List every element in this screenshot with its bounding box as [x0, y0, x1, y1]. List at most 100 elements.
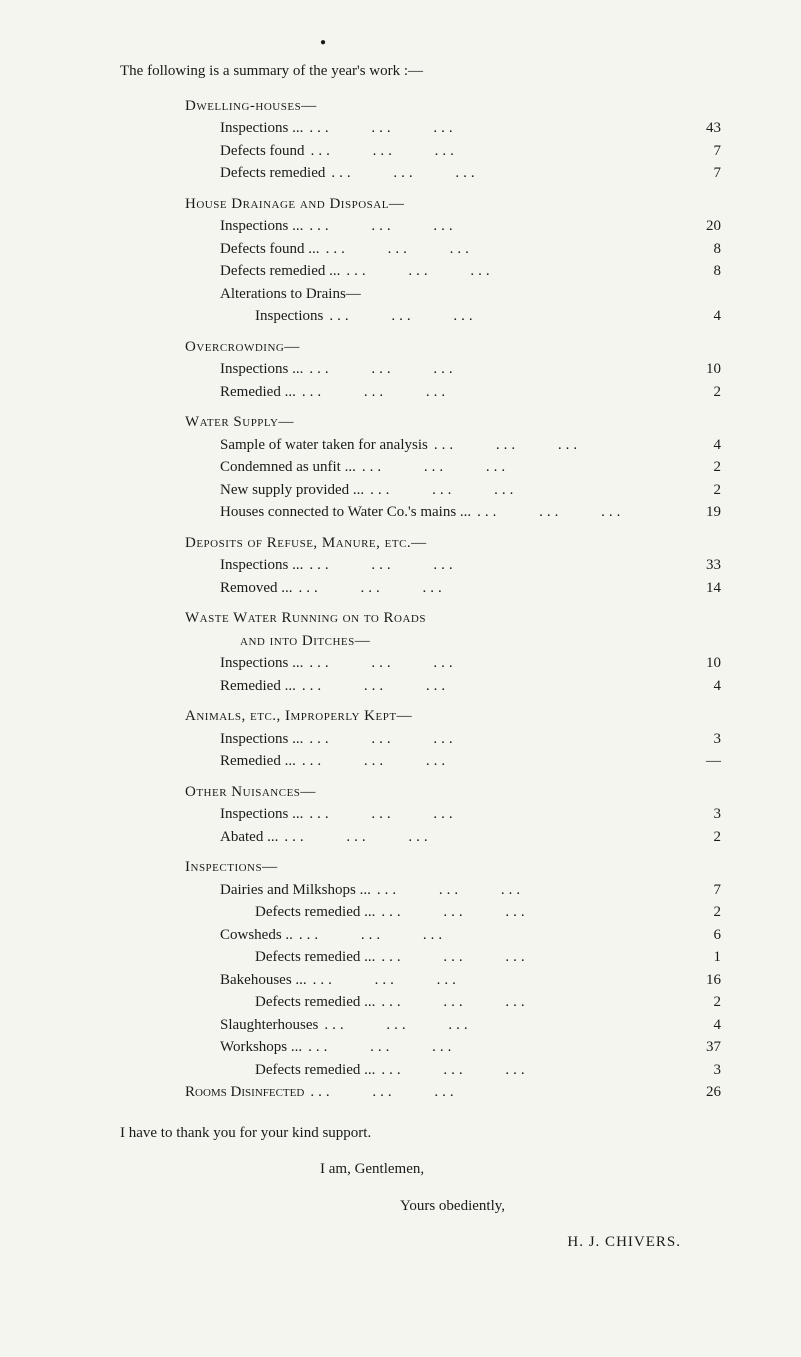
data-row: Sample of water taken for analysis... ..… — [220, 434, 721, 457]
leader-dots: ... ... ... — [293, 577, 682, 600]
row-label: Defects remedied ... — [255, 1059, 375, 1082]
row-value: 7 — [681, 140, 721, 163]
data-row: Defects found ...... ... ...8 — [220, 238, 721, 261]
row-value: 10 — [681, 358, 721, 381]
row-label: Slaughterhouses — [220, 1014, 318, 1037]
row-label: Remedied ... — [220, 750, 296, 773]
row-value: 4 — [681, 434, 721, 457]
section-heading: Overcrowding— — [185, 336, 721, 359]
data-row: Remedied ...... ... ...4 — [220, 675, 721, 698]
row-label: Defects found — [220, 140, 305, 163]
leader-dots: ... ... ... — [303, 728, 681, 751]
leader-dots: ... ... ... — [303, 117, 681, 140]
leader-dots: ... ... ... — [340, 260, 681, 283]
section-heading: Waste Water Running on to Roads — [185, 607, 721, 630]
row-value: 14 — [681, 577, 721, 600]
row-label: Inspections — [255, 305, 323, 328]
leader-dots: ... ... ... — [302, 1036, 681, 1059]
section-heading-cont: and into Ditches— — [240, 630, 721, 653]
data-row: Defects remedied ...... ... ...3 — [255, 1059, 721, 1082]
row-value: 37 — [681, 1036, 721, 1059]
signature: H. J. CHIVERS. — [120, 1231, 681, 1254]
row-label: Condemned as unfit ... — [220, 456, 356, 479]
leader-dots: ... ... ... — [320, 238, 681, 261]
row-label: Bakehouses ... — [220, 969, 307, 992]
data-row: Inspections ...... ... ...10 — [220, 358, 721, 381]
data-row: Defects remedied ...... ... ...1 — [255, 946, 721, 969]
data-row: Condemned as unfit ...... ... ...2 — [220, 456, 721, 479]
row-label: New supply provided ... — [220, 479, 364, 502]
row-label: Dairies and Milkshops ... — [220, 879, 371, 902]
data-row: Defects remedied... ... ...7 — [220, 162, 721, 185]
data-row: Remedied ...... ... ...— — [220, 750, 721, 773]
leader-dots: ... ... ... — [293, 924, 681, 947]
data-row: Slaughterhouses... ... ...4 — [220, 1014, 721, 1037]
leader-dots: ... ... ... — [303, 215, 681, 238]
leader-dots: ... ... ... — [303, 358, 681, 381]
row-label: Sample of water taken for analysis — [220, 434, 428, 457]
leader-dots: ... ... ... — [375, 991, 681, 1014]
leader-dots: ... ... ... — [325, 162, 681, 185]
leader-dots: ... ... ... — [323, 305, 681, 328]
row-label: Inspections ... — [220, 554, 303, 577]
row-label: Inspections ... — [220, 117, 303, 140]
intro-text: The following is a summary of the year's… — [120, 60, 721, 83]
section-heading: Inspections— — [185, 856, 721, 879]
row-label: Inspections ... — [220, 358, 303, 381]
leader-dots: ... ... ... — [278, 826, 681, 849]
row-label: Defects remedied ... — [255, 991, 375, 1014]
section-heading: House Drainage and Disposal— — [185, 193, 721, 216]
leader-dots: ... ... ... — [307, 969, 681, 992]
data-row: Defects remedied ...... ... ...2 — [255, 901, 721, 924]
section-heading: Animals, etc., Improperly Kept— — [185, 705, 721, 728]
data-row: Cowsheds ..... ... ...6 — [220, 924, 721, 947]
row-label: Remedied ... — [220, 675, 296, 698]
data-row: Inspections... ... ...4 — [255, 305, 721, 328]
closing-thanks: I have to thank you for your kind suppor… — [120, 1122, 721, 1145]
data-row: Inspections ...... ... ...10 — [220, 652, 721, 675]
row-value: 33 — [681, 554, 721, 577]
leader-dots: ... ... ... — [371, 879, 681, 902]
row-value: — — [681, 750, 721, 773]
row-value: 7 — [681, 162, 721, 185]
row-value: 8 — [681, 238, 721, 261]
sub-heading: Alterations to Drains— — [220, 283, 721, 306]
leader-dots: ... ... ... — [318, 1014, 681, 1037]
data-row: New supply provided ...... ... ...2 — [220, 479, 721, 502]
section-heading-inline: Rooms Disinfected — [185, 1081, 304, 1104]
row-value: 10 — [681, 652, 721, 675]
row-value: 19 — [681, 501, 721, 524]
row-label: Defects remedied — [220, 162, 325, 185]
closing-valediction: Yours obediently, — [400, 1195, 721, 1218]
data-row: Removed ...... ... ...14 — [220, 577, 721, 600]
data-row: Bakehouses ...... ... ...16 — [220, 969, 721, 992]
row-value: 2 — [681, 826, 721, 849]
leader-dots: ... ... ... — [428, 434, 681, 457]
row-value: 3 — [681, 728, 721, 751]
data-row: Houses connected to Water Co.'s mains ..… — [220, 501, 721, 524]
leader-dots: ... ... ... — [305, 140, 681, 163]
data-row: Inspections ...... ... ...20 — [220, 215, 721, 238]
leader-dots: ... ... ... — [471, 501, 681, 524]
data-row: Inspections ...... ... ...3 — [220, 803, 721, 826]
row-value: 4 — [681, 305, 721, 328]
section-heading: Dwelling-houses— — [185, 95, 721, 118]
row-value: 2 — [681, 456, 721, 479]
data-row: Inspections ...... ... ...43 — [220, 117, 721, 140]
row-label: Inspections ... — [220, 728, 303, 751]
leader-dots: ... ... ... — [356, 456, 681, 479]
leader-dots: ... ... ... — [375, 1059, 681, 1082]
data-row: Dairies and Milkshops ...... ... ...7 — [220, 879, 721, 902]
section-inline-row: Rooms Disinfected... ... ...26 — [185, 1081, 721, 1104]
row-label: Defects remedied ... — [220, 260, 340, 283]
leader-dots: ... ... ... — [303, 803, 681, 826]
data-row: Inspections ...... ... ...33 — [220, 554, 721, 577]
leader-dots: ... ... ... — [375, 901, 681, 924]
section-heading: Water Supply— — [185, 411, 721, 434]
leader-dots: ... ... ... — [296, 675, 681, 698]
row-value: 7 — [681, 879, 721, 902]
row-value: 8 — [681, 260, 721, 283]
row-value: 1 — [681, 946, 721, 969]
row-value: 26 — [681, 1081, 721, 1104]
row-value: 2 — [681, 901, 721, 924]
